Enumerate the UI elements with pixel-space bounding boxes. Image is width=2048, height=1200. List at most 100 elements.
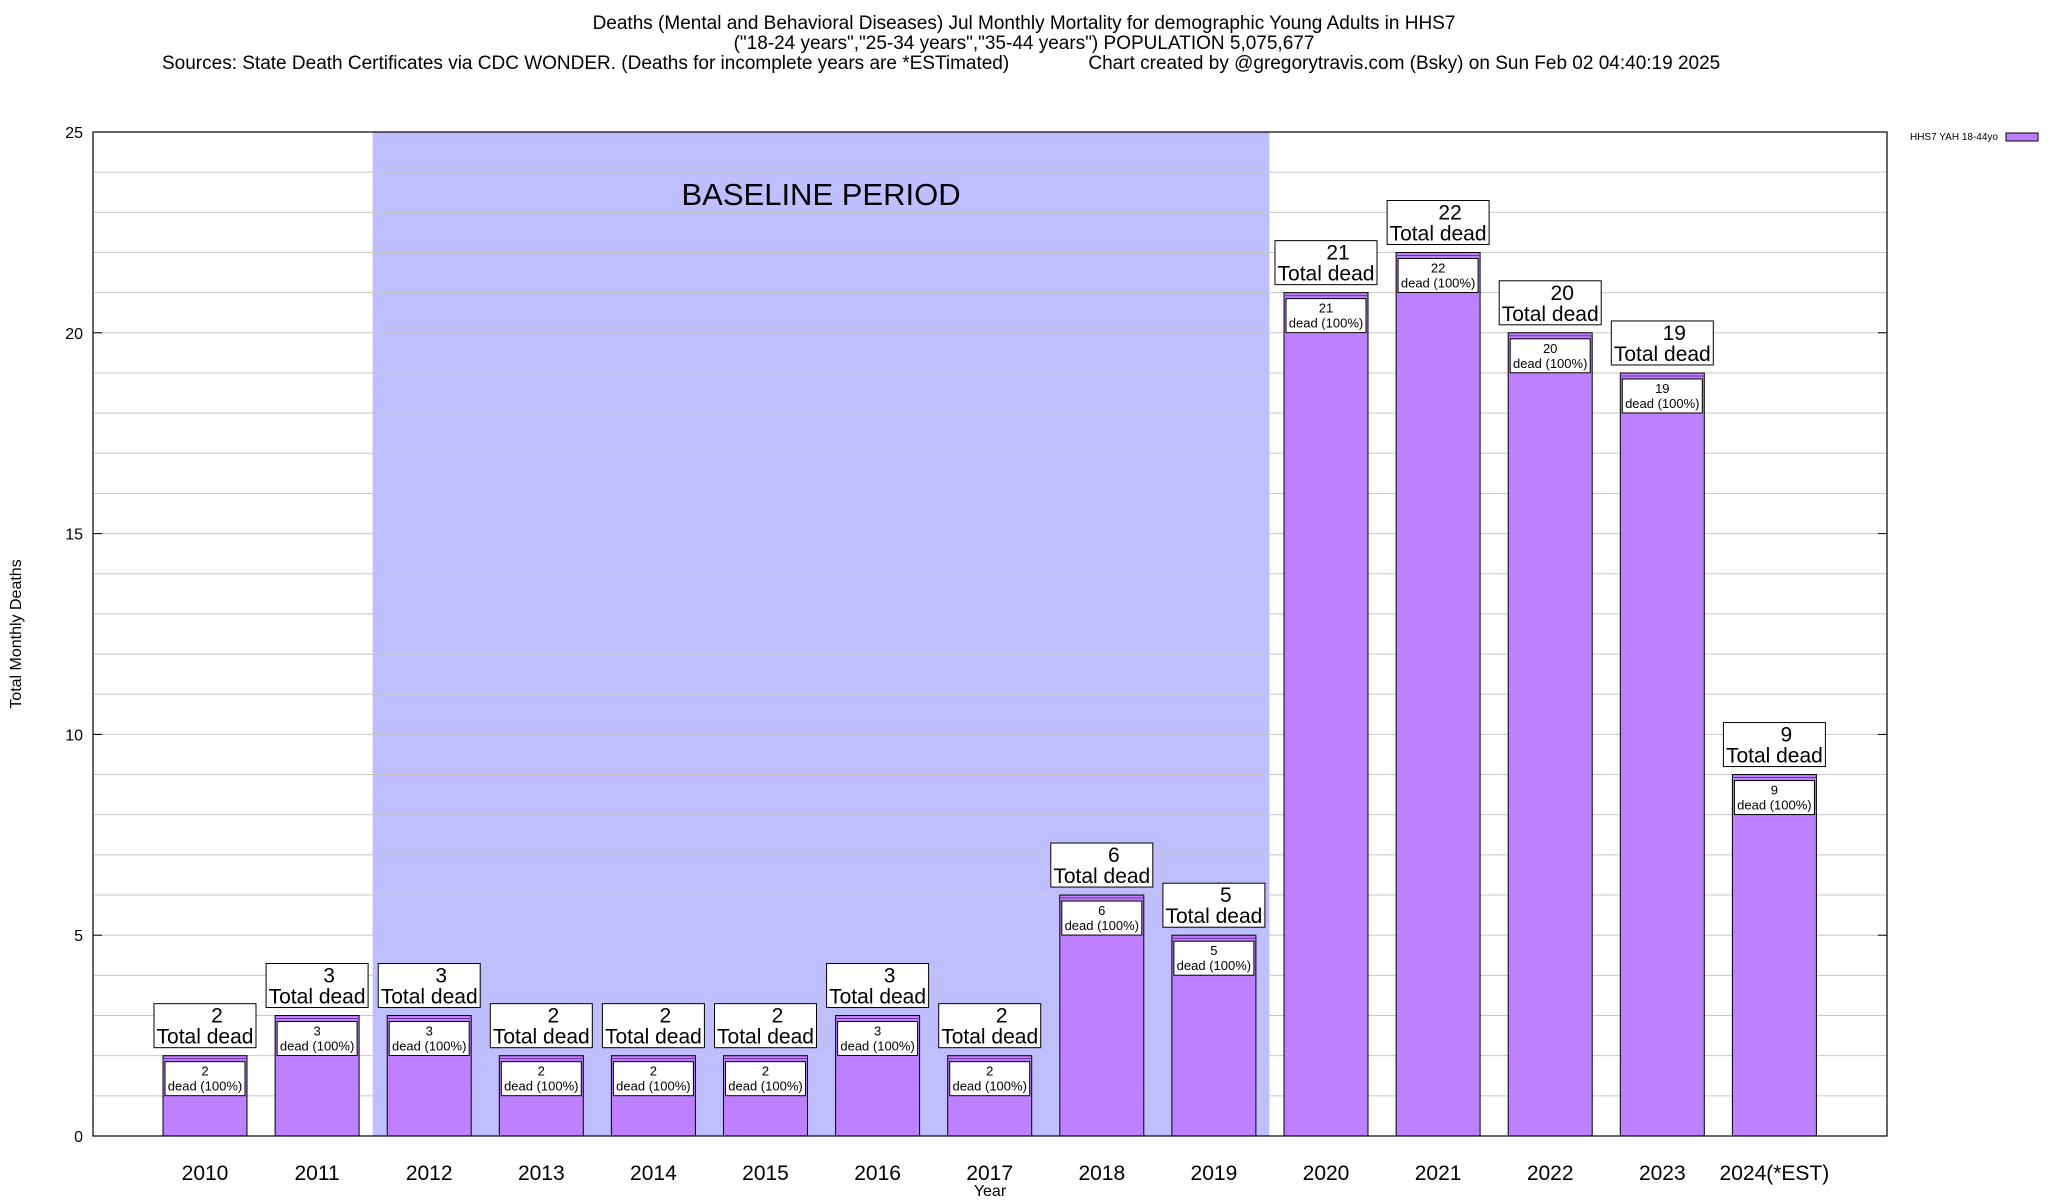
- x-tick-label: 2022: [1527, 1162, 1574, 1185]
- total-label-box: [1162, 882, 1266, 928]
- bar: [1619, 372, 1705, 1137]
- total-label-text: Total dead: [829, 986, 926, 1009]
- total-label-value: 3: [435, 965, 447, 988]
- total-label-box: [601, 1003, 705, 1049]
- total-label-text: Total dead: [381, 986, 478, 1009]
- inner-label-text: dead (100%): [840, 1039, 914, 1054]
- total-label-value: 3: [323, 965, 335, 988]
- chart-title: Deaths (Mental and Behavioral Diseases) …: [592, 13, 1456, 34]
- y-tick-label: 0: [74, 1129, 83, 1146]
- chart-title-block: Deaths (Mental and Behavioral Diseases) …: [0, 14, 2048, 74]
- y-axis-label: Total Monthly Deaths: [8, 559, 25, 708]
- total-label-value: 21: [1326, 242, 1349, 265]
- y-tick-label: 20: [65, 326, 83, 343]
- x-tick-label: 2018: [1078, 1162, 1125, 1185]
- inner-label-box: [500, 1061, 582, 1097]
- total-label-box: [1610, 320, 1714, 366]
- total-label-text: Total dead: [605, 1026, 702, 1049]
- inner-label-value: 2: [201, 1064, 208, 1079]
- total-label-value: 2: [211, 1005, 223, 1028]
- inner-label-value: 9: [1771, 783, 1778, 798]
- total-label-value: 6: [1108, 844, 1120, 867]
- inner-label-value: 6: [1098, 903, 1105, 918]
- chart-sources-line: Sources: State Death Certificates via CD…: [0, 54, 2048, 74]
- inner-label-value: 22: [1431, 260, 1445, 275]
- x-tick-label: 2011: [295, 1162, 340, 1185]
- inner-label-box: [1061, 900, 1143, 936]
- inner-label-text: dead (100%): [952, 1079, 1026, 1094]
- inner-label-value: 5: [1210, 943, 1217, 958]
- inner-label-box: [725, 1061, 806, 1097]
- inner-label-value: 2: [986, 1064, 993, 1079]
- legend-label: HHS7 YAH 18-44yo: [1910, 132, 1998, 143]
- inner-label-value: 20: [1543, 341, 1557, 356]
- total-label-text: Total dead: [1278, 263, 1375, 286]
- inner-label-text: dead (100%): [616, 1079, 690, 1094]
- total-label-value: 9: [1781, 724, 1793, 747]
- total-label-value: 22: [1438, 201, 1461, 224]
- inner-label-text: dead (100%): [1289, 316, 1363, 331]
- inner-label-box: [388, 1021, 470, 1057]
- total-label-box: [265, 963, 369, 1009]
- inner-label-text: dead (100%): [728, 1079, 802, 1094]
- inner-label-text: dead (100%): [1737, 798, 1811, 813]
- inner-label-value: 19: [1655, 381, 1669, 396]
- inner-label-value: 3: [313, 1024, 320, 1039]
- x-tick-label: 2013: [518, 1162, 565, 1185]
- inner-label-value: 2: [650, 1064, 657, 1079]
- x-tick-label: 2014: [630, 1162, 677, 1185]
- inner-label-text: dead (100%): [504, 1079, 578, 1094]
- chart-credit: Chart created by @gregorytravis.com (Bsk…: [1088, 53, 1721, 74]
- total-label-box: [826, 963, 930, 1009]
- total-label-text: Total dead: [1053, 865, 1150, 888]
- x-tick-label: 2010: [182, 1162, 229, 1185]
- legend-swatch: [2005, 132, 2039, 142]
- x-tick-label: 2024(*EST): [1720, 1162, 1830, 1185]
- inner-label-text: dead (100%): [1177, 958, 1251, 973]
- inner-label-box: [1397, 257, 1479, 293]
- inner-label-text: dead (100%): [1625, 396, 1699, 411]
- inner-label-text: dead (100%): [1513, 356, 1587, 371]
- total-label-text: Total dead: [493, 1026, 590, 1049]
- total-label-box: [489, 1003, 593, 1049]
- bar: [1731, 774, 1817, 1137]
- total-label-value: 2: [547, 1005, 559, 1028]
- total-label-box: [377, 963, 481, 1009]
- inner-label-text: dead (100%): [392, 1039, 466, 1054]
- total-label-value: 2: [772, 1005, 784, 1028]
- y-tick-label: 5: [74, 928, 83, 945]
- total-label-text: Total dead: [157, 1026, 254, 1049]
- total-label-value: 19: [1663, 322, 1686, 345]
- inner-label-text: dead (100%): [1065, 918, 1139, 933]
- inner-label-box: [949, 1061, 1031, 1097]
- inner-label-value: 2: [538, 1064, 545, 1079]
- inner-label-value: 2: [762, 1064, 769, 1079]
- total-label-text: Total dead: [1614, 343, 1711, 366]
- total-label-box: [714, 1003, 817, 1049]
- total-label-text: Total dead: [1726, 745, 1823, 768]
- y-tick-label: 10: [65, 727, 83, 744]
- total-label-box: [1498, 280, 1602, 326]
- bar: [1395, 251, 1481, 1137]
- x-tick-label: 2016: [854, 1162, 901, 1185]
- total-label-text: Total dead: [1502, 303, 1599, 326]
- total-label-box: [938, 1003, 1042, 1049]
- x-tick-label: 2023: [1639, 1162, 1686, 1185]
- x-tick-label: 2019: [1191, 1162, 1238, 1185]
- inner-label-box: [837, 1021, 919, 1057]
- inner-label-text: dead (100%): [168, 1079, 242, 1094]
- inner-label-box: [1509, 338, 1591, 374]
- bar: [1507, 332, 1593, 1137]
- total-label-text: Total dead: [269, 986, 366, 1009]
- total-label-box: [153, 1003, 257, 1049]
- x-tick-label: 2017: [966, 1162, 1013, 1185]
- total-label-box: [1274, 240, 1378, 286]
- x-axis-label: Year: [974, 1183, 1007, 1200]
- inner-label-text: dead (100%): [1401, 275, 1475, 290]
- inner-label-box: [1173, 940, 1255, 976]
- total-label-box: [1386, 199, 1490, 245]
- inner-label-box: [612, 1061, 694, 1097]
- total-label-value: 20: [1551, 282, 1574, 305]
- inner-label-value: 3: [874, 1024, 881, 1039]
